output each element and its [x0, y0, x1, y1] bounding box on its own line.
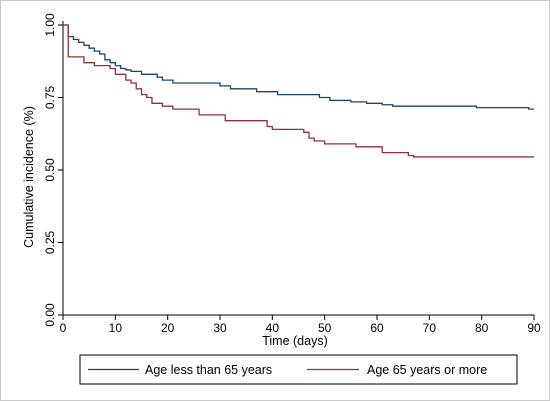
x-tick-label: 70	[423, 321, 437, 335]
axes: 0 10 20 30 40 50 60 70 80 90 0.00 0.25 0.50 0.75 1.00	[43, 13, 541, 335]
y-tick-label: 0.50	[43, 158, 57, 182]
legend-label-0: Age less than 65 years	[145, 363, 272, 377]
x-tick-label: 10	[109, 321, 123, 335]
legend: Age less than 65 years Age 65 years or mo…	[79, 354, 518, 385]
x-tick-label: 0	[60, 321, 67, 335]
series-layer	[63, 24, 534, 158]
x-tick-label: 80	[475, 321, 489, 335]
x-axis-title: Time (days)	[262, 334, 328, 348]
y-tick-label: 0.75	[43, 85, 57, 109]
x-tick-label: 90	[527, 321, 541, 335]
legend-box	[79, 354, 518, 385]
y-tick-label: 0.25	[43, 230, 57, 254]
x-tick-label: 60	[370, 321, 384, 335]
x-tick-label: 30	[213, 321, 227, 335]
y-axis-title: Cumulative incidence (%)	[22, 106, 36, 248]
series-line-1	[63, 24, 534, 158]
x-tick-label: 20	[161, 321, 175, 335]
x-tick-label: 50	[318, 321, 332, 335]
series-line-0	[63, 24, 534, 110]
x-tick-label: 40	[266, 321, 280, 335]
y-tick-label: 1.00	[43, 13, 57, 37]
legend-label-1: Age 65 years or more	[367, 363, 487, 377]
y-tick-label: 0.00	[43, 303, 57, 327]
